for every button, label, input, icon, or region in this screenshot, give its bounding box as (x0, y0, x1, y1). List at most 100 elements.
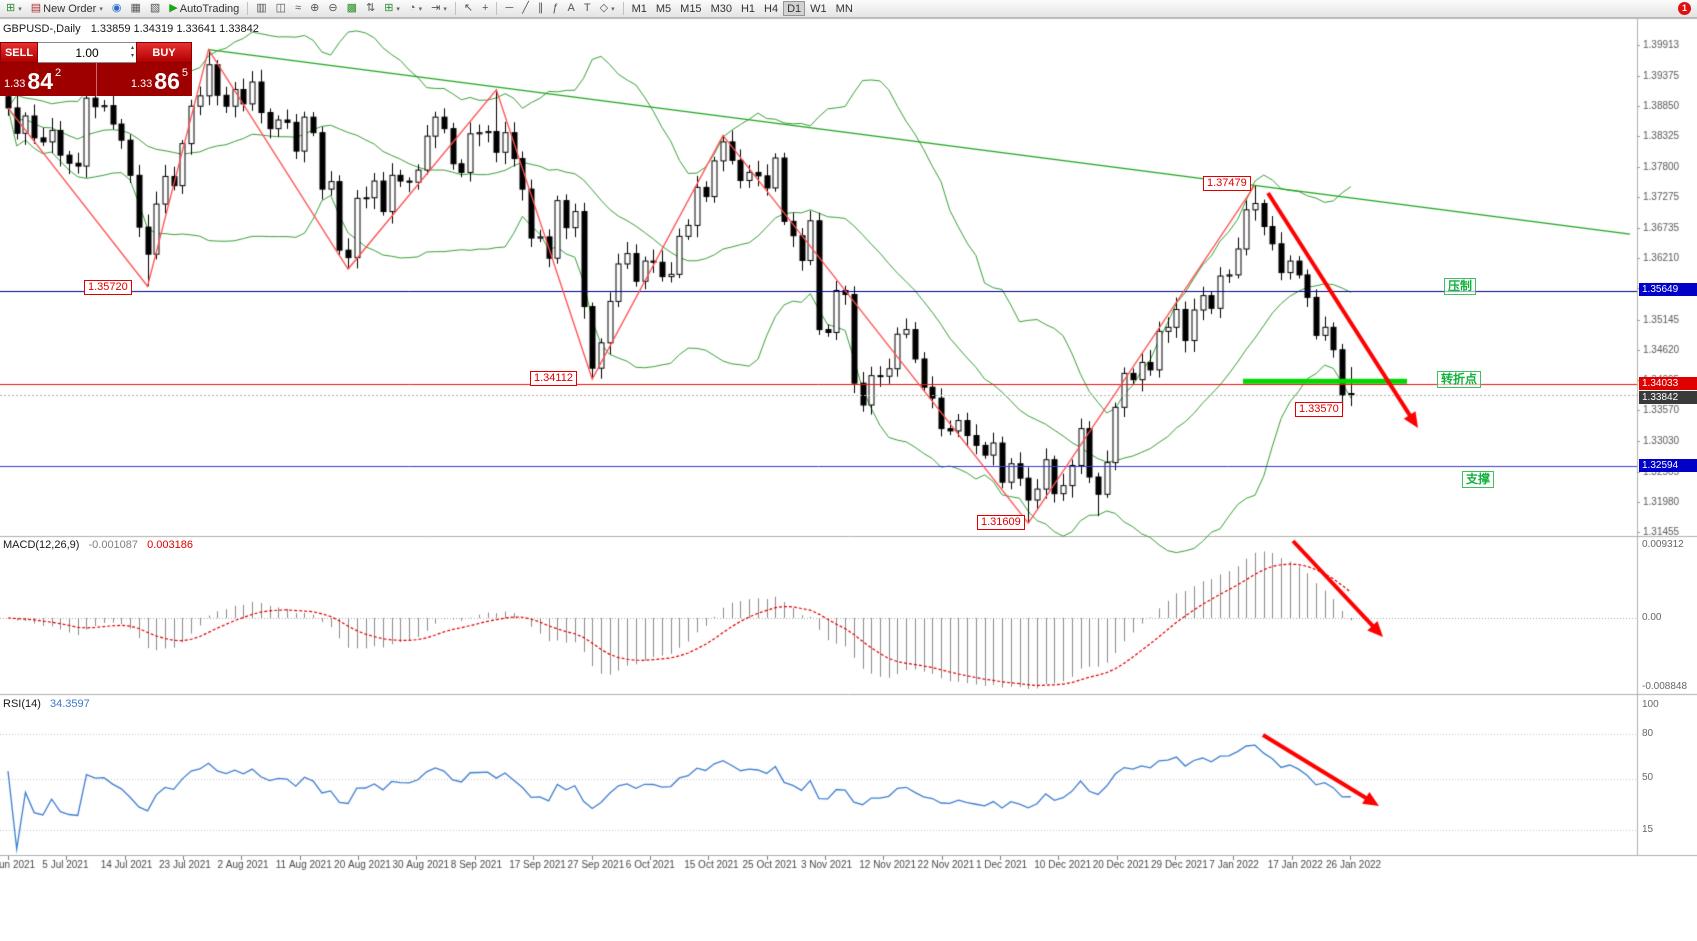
new-chart-button[interactable]: ⊞ ▾ (2, 1, 26, 16)
new-order-label: New Order (43, 2, 97, 15)
volume-up-icon[interactable]: ▴ (130, 45, 134, 51)
bar-chart-icon: ▥ (256, 2, 267, 14)
rsi-axis-80: 80 (1642, 728, 1654, 739)
price-annotation-recent-low[interactable]: 1.33570 (1295, 402, 1343, 417)
buy-price-sup: 5 (181, 67, 188, 79)
sell-button[interactable]: SELL (0, 42, 38, 63)
fibonacci-button[interactable]: ƒ (548, 1, 562, 16)
channel-icon: ∥ (537, 2, 544, 14)
toolbar-separator (622, 2, 624, 15)
macd-axis-zero: 0.00 (1642, 612, 1662, 623)
volume-down-icon[interactable]: ▾ (130, 53, 134, 60)
timeframe-w1-button[interactable]: W1 (806, 1, 831, 16)
rsi-name: RSI(14) (3, 698, 41, 710)
volume-spinner[interactable]: ▴ ▾ (131, 44, 134, 60)
price-annotation-sep-low[interactable]: 1.34112 (530, 371, 577, 386)
arrange-button[interactable]: ⇅ (362, 1, 379, 16)
toolbar-separator (496, 2, 498, 15)
text-label-button[interactable]: T (580, 1, 595, 16)
timeframe-m5-button[interactable]: M5 (652, 1, 675, 16)
buy-price-small: 1.33 (130, 78, 153, 90)
timeframe-d1-button[interactable]: D1 (783, 1, 806, 16)
price-tag-current: 1.33842 (1639, 391, 1697, 404)
text-button[interactable]: A (564, 1, 579, 16)
chevron-down-icon: ▾ (99, 5, 103, 13)
trendline-icon: ╱ (522, 2, 529, 14)
annotation-resistance[interactable]: 压制 (1444, 278, 1477, 295)
trendline-button[interactable]: ╱ (518, 1, 533, 16)
charts-button[interactable]: ▦ (126, 1, 144, 16)
sell-price-button[interactable]: 1.33 84 2 (0, 63, 96, 96)
rsi-axis-50: 50 (1642, 772, 1654, 783)
candlestick-chart-icon: ◫ (275, 2, 287, 14)
horizontal-line-icon: ─ (505, 2, 514, 14)
clock-icon: ◔ (408, 2, 416, 14)
toolbar-separator (454, 2, 456, 15)
autotrading-play-icon: ▶ (169, 2, 178, 14)
mql-community-button[interactable]: ◉ (108, 1, 126, 16)
ohlc-values: 1.33859 1.34319 1.33641 1.33842 (90, 23, 259, 35)
new-window-icon: ⊞ (384, 2, 394, 14)
cursor-button[interactable]: ↖ (460, 1, 477, 16)
rsi-axis-15: 15 (1642, 824, 1654, 835)
zoom-in-button[interactable]: ⊕ (306, 1, 323, 16)
zoom-out-button[interactable]: ⊖ (324, 1, 341, 16)
rsi-label: RSI(14) 34.3597 (3, 698, 90, 710)
channel-button[interactable]: ∥ (534, 1, 548, 16)
price-annotation-jul-low[interactable]: 1.35720 (84, 280, 132, 295)
candlestick-chart-button[interactable]: ◫ (272, 1, 290, 16)
horizontal-line-button[interactable]: ─ (501, 1, 517, 16)
timeframe-m15-button[interactable]: M15 (676, 1, 705, 16)
timeframe-h1-button[interactable]: H1 (737, 1, 759, 16)
tile-windows-icon: ▩ (346, 2, 357, 14)
chevron-down-icon: ▾ (611, 5, 615, 13)
buy-price-button[interactable]: 1.33 86 5 (95, 63, 193, 96)
timeframe-h4-button[interactable]: H4 (760, 1, 782, 16)
buy-price-big: 86 (154, 68, 180, 95)
shapes-icon: ◇ (599, 2, 609, 14)
chart-shift-button[interactable]: ⇥ ▾ (427, 1, 451, 16)
zoom-out-icon: ⊖ (328, 2, 338, 14)
sell-price-sup: 2 (55, 67, 62, 79)
notification-badge[interactable]: 1 (1678, 2, 1691, 15)
text-label-icon: T (583, 2, 591, 14)
price-tag-support: 1.32594 (1639, 459, 1697, 472)
price-annotation-dec-low[interactable]: 1.31609 (977, 515, 1025, 530)
timeframe-m30-button[interactable]: M30 (707, 1, 736, 16)
zoom-in-icon: ⊕ (310, 2, 320, 14)
chevron-down-icon: ▾ (418, 5, 423, 13)
macd-name: MACD(12,26,9) (3, 539, 80, 551)
new-order-button[interactable]: ▤ New Order ▾ (27, 1, 107, 16)
mql-community-icon: ◉ (111, 2, 122, 14)
shapes-button[interactable]: ◇ ▾ (596, 1, 619, 16)
new-window-button[interactable]: ⊞ ▾ (380, 1, 404, 16)
price-annotation-jan-high[interactable]: 1.37479 (1203, 176, 1251, 191)
arrange-icon: ⇅ (365, 2, 376, 14)
sell-price-small: 1.33 (4, 78, 26, 90)
macd-main-value: -0.001087 (88, 539, 139, 551)
volume-input[interactable]: 1.00 ▴ ▾ (38, 42, 136, 63)
timeframe-mn-button[interactable]: MN (832, 1, 857, 16)
annotation-support[interactable]: 支撑 (1462, 471, 1495, 488)
data-window-button[interactable]: ▧ (146, 1, 164, 16)
line-chart-button[interactable]: ≈ (291, 1, 305, 16)
cursor-icon: ↖ (463, 2, 474, 14)
volume-value: 1.00 (75, 45, 99, 60)
tile-windows-button[interactable]: ▩ (343, 1, 361, 16)
bar-chart-button[interactable]: ▥ (252, 1, 270, 16)
macd-signal-value: 0.003186 (147, 539, 193, 551)
toolbar: ⊞ ▾ ▤ New Order ▾ ◉ ▦ ▧ ▶ AutoTrading ▥ … (0, 0, 1697, 18)
price-tag-pivot: 1.34033 (1639, 377, 1697, 390)
new-order-icon: ▤ (30, 2, 42, 14)
period-button[interactable]: ◔ ▾ (405, 1, 426, 16)
crosshair-button[interactable]: + (478, 1, 492, 16)
autotrading-button[interactable]: ▶ AutoTrading (165, 1, 243, 16)
timeframe-m1-button[interactable]: M1 (628, 1, 651, 16)
data-window-icon: ▧ (149, 2, 161, 14)
buy-button[interactable]: BUY (136, 42, 192, 63)
chevron-down-icon: ▾ (396, 5, 400, 13)
rsi-value: 34.3597 (49, 698, 90, 710)
annotation-turning-point[interactable]: 转折点 (1437, 371, 1482, 388)
